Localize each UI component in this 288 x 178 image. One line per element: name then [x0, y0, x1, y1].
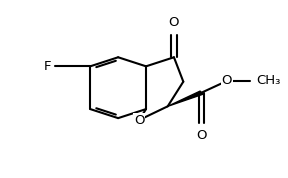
Text: O: O — [196, 129, 207, 142]
Text: O: O — [134, 114, 144, 127]
Text: O: O — [169, 16, 179, 29]
Polygon shape — [168, 91, 203, 106]
Text: CH₃: CH₃ — [256, 74, 280, 87]
Text: F: F — [43, 60, 51, 73]
Text: O: O — [221, 74, 232, 87]
